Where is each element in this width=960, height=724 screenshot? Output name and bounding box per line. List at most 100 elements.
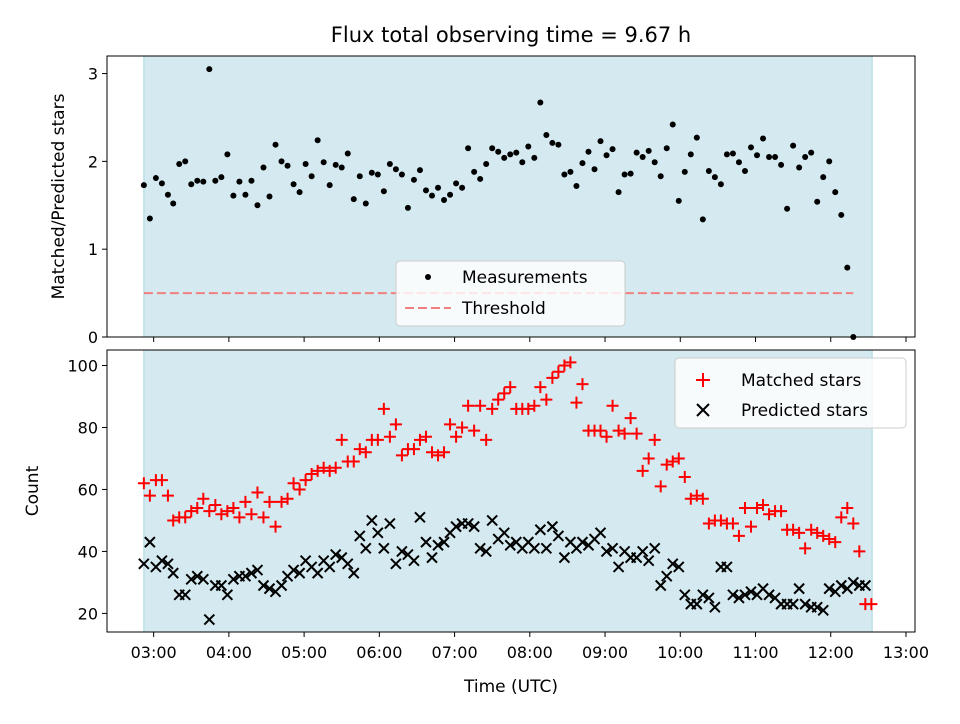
matched-star-point [305,467,318,480]
matched-star-point [654,480,667,493]
predicted-star-point [612,561,625,573]
measurement-point [621,171,628,178]
matched-star-point [480,433,493,446]
matched-star-point [353,443,366,456]
measurement-point [170,200,177,207]
matched-star-point [763,508,776,521]
predicted-star-point [144,536,156,548]
predicted-star-point [552,530,565,542]
measurement-point [188,181,195,188]
x-tick-label: 08:00 [507,643,553,662]
measurement-point [579,160,586,167]
measurement-point [206,66,213,73]
measurement-point [820,174,827,181]
predicted-star-point [540,542,553,555]
predicted-star-point [811,601,823,613]
predicted-star-point [558,551,571,564]
predicted-star-point [245,567,258,579]
measurement-point [561,171,568,178]
predicted-star-point [360,542,372,555]
measurement-point [398,171,405,178]
predicted-star-point [191,570,203,582]
matched-star-point [197,492,210,505]
predicted-star-point [450,520,462,533]
predicted-star-point [546,520,559,533]
matched-star-point [245,508,258,521]
matched-star-point [474,399,487,412]
predicted-star-point [721,561,733,573]
predicted-star-point [330,548,342,561]
x-tick-label: 03:00 [131,643,177,662]
measurement-point [362,200,369,207]
measurement-point [573,182,580,189]
predicted-star-point [354,530,366,542]
matched-star-point [805,523,818,536]
measurement-point [633,149,640,156]
measurement-point [772,153,779,160]
matched-star-point [432,449,445,462]
matched-star-point [221,505,234,518]
measurement-point [182,158,189,165]
matched-star-point [347,455,360,468]
matched-star-point [811,526,824,539]
predicted-star-point [709,601,721,613]
predicted-star-point [372,527,384,539]
measurement-point [669,121,676,128]
measurement-point [459,184,466,191]
ratio-plot-frame [106,55,916,338]
measurement-point [645,147,652,154]
measurement-point [146,215,153,222]
measurement-point [802,153,809,160]
measurement-point [790,142,797,149]
matched-star-point [528,399,541,412]
measurement-point [567,168,574,175]
predicted-star-point [667,558,679,570]
predicted-star-point [323,561,336,573]
matched-star-point [726,517,739,530]
predicted-star-point [197,573,210,586]
matched-star-point [395,449,408,462]
x-tick-label: 12:00 [808,643,854,662]
measurement-point [176,161,183,168]
matched-star-point [438,446,451,459]
measurement-point [603,152,610,159]
predicted-star-point [215,579,228,592]
measurement-point [248,177,255,184]
predicted-star-point [745,586,757,598]
matched-star-point [847,517,860,530]
measurement-point [754,152,761,159]
measurement-point [675,197,682,204]
predicted-star-point [293,567,306,579]
matched-star-point [450,430,463,443]
matched-star-point [257,511,270,524]
matched-star-point [732,529,745,542]
predicted-star-point [817,604,829,617]
measurement-point [368,169,375,176]
matched-star-point [209,498,222,511]
measurement-point [477,175,484,182]
measurement-point [447,191,454,198]
predicted-star-point [432,539,444,551]
predicted-star-point [636,545,649,558]
measurement-point [254,202,261,209]
matched-star-point [522,402,535,415]
y-tick-label: 0 [88,328,98,347]
matched-star-point [793,526,806,539]
matched-star-point [817,529,830,542]
measurement-point [585,148,592,155]
predicted-star-point [498,527,510,539]
count-plot-frame [106,349,916,633]
count-legend: Matched stars Predicted stars [674,357,907,429]
measurement-point [284,162,291,169]
predicted-star-point [642,555,655,567]
measurement-point [693,134,700,141]
measurement-point [266,193,273,200]
measurement-point [741,168,748,175]
predicted-star-point [847,576,860,589]
predicted-star-point [606,542,619,555]
matched-star-point [359,446,372,459]
y-tick-label: 60 [78,480,98,499]
measurement-point [729,150,736,157]
matched-star-point [666,455,679,468]
chart-title: Flux total observing time = 9.67 h [331,23,691,47]
